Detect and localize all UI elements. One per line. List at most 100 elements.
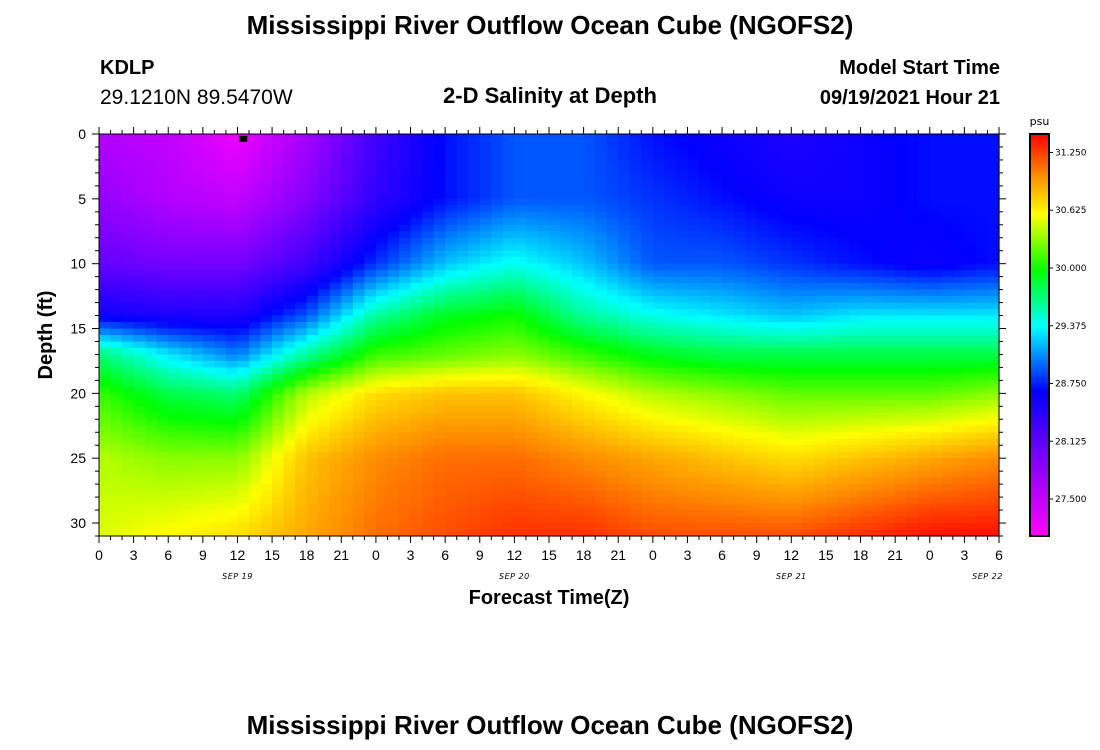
heatmap-cell [733, 516, 746, 524]
heatmap-cell [283, 231, 296, 239]
heatmap-cell [710, 445, 723, 453]
heatmap-cell [883, 393, 896, 401]
heatmap-cell [618, 224, 631, 232]
heatmap-cell [514, 425, 527, 433]
heatmap-cell [595, 438, 608, 446]
heatmap-cell [191, 166, 204, 174]
heatmap-cell [883, 484, 896, 492]
heatmap-cell [214, 198, 227, 206]
heatmap-cell [168, 438, 181, 446]
heatmap-cell [202, 283, 215, 291]
heatmap-cell [652, 185, 665, 193]
heatmap-cell [641, 393, 654, 401]
heatmap-cell [249, 484, 262, 492]
heatmap-cell [364, 386, 377, 394]
heatmap-cell [445, 477, 458, 485]
heatmap-cell [491, 159, 504, 168]
heatmap-cell [583, 185, 596, 193]
heatmap-cell [779, 367, 792, 375]
heatmap-cell [722, 315, 735, 323]
heatmap-cell [202, 309, 215, 317]
heatmap-cell [825, 380, 839, 388]
heatmap-cell [987, 185, 1000, 193]
heatmap-cell [572, 328, 585, 336]
heatmap-cell [110, 322, 123, 330]
heatmap-cell [191, 250, 204, 258]
heatmap-cell [272, 166, 285, 174]
heatmap-cell [433, 432, 446, 440]
heatmap-cell [145, 425, 158, 433]
heatmap-cell [583, 224, 596, 232]
heatmap-cell [191, 231, 204, 239]
heatmap-cell [202, 276, 215, 284]
heatmap-cell [629, 484, 642, 492]
heatmap-cell [560, 464, 573, 472]
heatmap-cell [456, 146, 469, 155]
heatmap-cell [387, 347, 400, 356]
heatmap-cell [445, 185, 458, 193]
heatmap-cell [295, 510, 308, 518]
heatmap-cell [964, 432, 977, 440]
heatmap-cell [341, 367, 354, 375]
heatmap-cell [364, 425, 377, 433]
heatmap-cell [802, 399, 815, 407]
heatmap-cell [560, 179, 573, 187]
heatmap-cell [306, 244, 319, 252]
heatmap-cell [802, 477, 815, 485]
heatmap-cell [318, 250, 331, 258]
heatmap-cell [433, 406, 446, 414]
heatmap-cell [295, 523, 308, 531]
heatmap-cell [583, 205, 596, 213]
heatmap-cell [318, 179, 331, 187]
heatmap-cell [399, 166, 412, 174]
heatmap-cell [987, 412, 1000, 420]
heatmap-cell [745, 270, 758, 278]
heatmap-cell [491, 380, 504, 388]
heatmap-cell [837, 335, 850, 343]
heatmap-cell [491, 244, 504, 252]
heatmap-cell [664, 360, 677, 369]
heatmap-cell [306, 134, 319, 142]
heatmap-cell [814, 302, 827, 310]
heatmap-cell [133, 406, 146, 414]
heatmap-cell [791, 497, 804, 505]
heatmap-cell [768, 399, 781, 407]
heatmap-cell [664, 237, 677, 245]
heatmap-cell [699, 166, 712, 174]
heatmap-cell [260, 412, 273, 420]
heatmap-cell [906, 393, 919, 401]
heatmap-cell [687, 335, 700, 343]
heatmap-cell [860, 497, 873, 505]
heatmap-cell [237, 146, 250, 155]
heatmap-cell [329, 328, 342, 336]
heatmap-cell [560, 360, 573, 369]
heatmap-cell [99, 315, 112, 323]
heatmap-cell [929, 445, 942, 453]
heatmap-cell [825, 140, 839, 148]
heatmap-cell [318, 360, 331, 369]
heatmap-cell [745, 257, 758, 265]
heatmap-cell [491, 373, 504, 381]
heatmap-cell [791, 179, 804, 187]
heatmap-cell [468, 231, 481, 239]
heatmap-cell [606, 302, 619, 310]
heatmap-cell [422, 464, 435, 472]
heatmap-cell [306, 425, 319, 433]
heatmap-cell [110, 386, 123, 394]
heatmap-cell [387, 198, 400, 206]
heatmap-cell [433, 250, 446, 258]
heatmap-cell [710, 192, 723, 200]
heatmap-cell [364, 451, 377, 459]
heatmap-cell [364, 153, 377, 161]
heatmap-cell [329, 438, 342, 446]
heatmap-cell [964, 276, 977, 284]
heatmap-cell [375, 419, 389, 427]
heatmap-cell [110, 270, 123, 278]
heatmap-cell [606, 477, 619, 485]
heatmap-cell [99, 185, 112, 193]
heatmap-cell [883, 283, 896, 291]
heatmap-cell [906, 360, 919, 369]
heatmap-cell [272, 438, 285, 446]
heatmap-cell [295, 373, 308, 381]
heatmap-cell [687, 263, 700, 271]
